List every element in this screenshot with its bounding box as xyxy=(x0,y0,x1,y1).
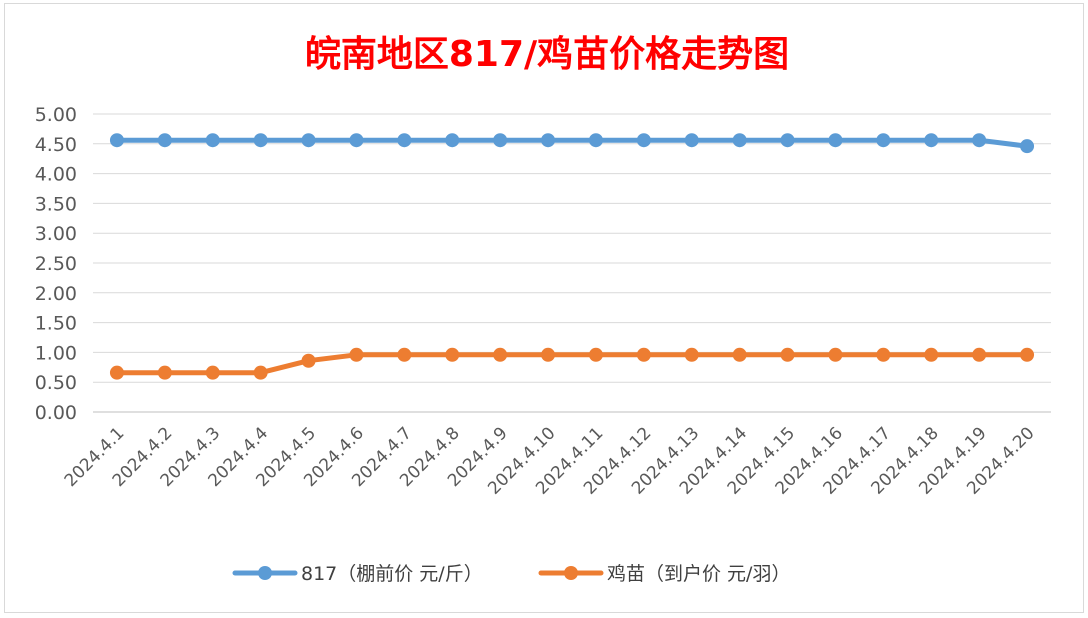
line-chart: 皖南地区817/鸡苗价格走势图 0.00 0.50 1.00 1.50 2.00 2.50… xyxy=(35,34,1051,585)
data-point xyxy=(732,347,747,362)
chart-title: 皖南地区817/鸡苗价格走势图 xyxy=(305,34,789,75)
y-tick-label: 2.00 xyxy=(35,283,77,305)
data-point xyxy=(205,365,220,380)
y-tick-label: 2.50 xyxy=(35,253,77,275)
data-point xyxy=(157,133,172,148)
data-point xyxy=(636,133,651,148)
data-point xyxy=(445,133,460,148)
data-point xyxy=(924,133,939,148)
data-point xyxy=(493,133,508,148)
y-tick-label: 5.00 xyxy=(35,104,77,126)
data-point xyxy=(636,347,651,362)
series-line xyxy=(114,352,1030,376)
x-axis: 2024.4.12024.4.22024.4.32024.4.42024.4.5… xyxy=(61,423,1039,498)
series-1 xyxy=(109,133,1035,154)
data-point xyxy=(349,347,364,362)
y-axis: 0.00 0.50 1.00 1.50 2.00 2.50 3.00 3.50 4.00 4.50… xyxy=(35,104,77,424)
data-point xyxy=(445,347,460,362)
data-point xyxy=(253,365,268,380)
legend-marker xyxy=(564,566,578,580)
data-point xyxy=(876,133,891,148)
data-point xyxy=(397,347,412,362)
data-point xyxy=(732,133,747,148)
legend-label: 鸡苗（到户价 元/羽） xyxy=(607,563,790,585)
data-point xyxy=(972,347,987,362)
y-tick-label: 3.50 xyxy=(35,193,77,215)
data-point xyxy=(972,133,987,148)
legend-marker xyxy=(258,566,272,580)
data-point xyxy=(349,133,364,148)
data-point xyxy=(588,133,603,148)
series-line xyxy=(114,137,1030,149)
data-point xyxy=(541,347,556,362)
data-point xyxy=(780,347,795,362)
data-point xyxy=(397,133,412,148)
chart-frame: 皖南地区817/鸡苗价格走势图 0.00 0.50 1.00 1.50 2.00 2.50… xyxy=(4,3,1084,613)
data-point xyxy=(541,133,556,148)
data-point xyxy=(684,133,699,148)
data-point xyxy=(301,133,316,148)
data-point xyxy=(684,347,699,362)
series-2 xyxy=(109,347,1035,380)
legend: 817（棚前价 元/斤） 鸡苗（到户价 元/羽） xyxy=(232,563,790,585)
legend-label: 817（棚前价 元/斤） xyxy=(301,563,483,585)
data-point xyxy=(157,365,172,380)
data-point xyxy=(924,347,939,362)
data-point xyxy=(1020,347,1035,362)
grid-layer xyxy=(93,113,1051,413)
y-tick-label: 0.50 xyxy=(35,372,77,394)
y-tick-label: 1.00 xyxy=(35,342,77,364)
y-tick-label: 1.50 xyxy=(35,313,77,335)
data-point xyxy=(780,133,795,148)
data-point xyxy=(828,133,843,148)
data-point xyxy=(109,133,124,148)
data-point xyxy=(301,353,316,368)
series-layer xyxy=(109,133,1035,380)
y-tick-label: 0.00 xyxy=(35,402,77,424)
data-point xyxy=(109,365,124,380)
data-point xyxy=(253,133,268,148)
y-tick-label: 4.50 xyxy=(35,134,77,156)
data-point xyxy=(828,347,843,362)
data-point xyxy=(876,347,891,362)
y-tick-label: 4.00 xyxy=(35,164,77,186)
data-point xyxy=(588,347,603,362)
data-point xyxy=(1020,139,1035,154)
data-point xyxy=(205,133,220,148)
data-point xyxy=(493,347,508,362)
y-tick-label: 3.00 xyxy=(35,223,77,245)
